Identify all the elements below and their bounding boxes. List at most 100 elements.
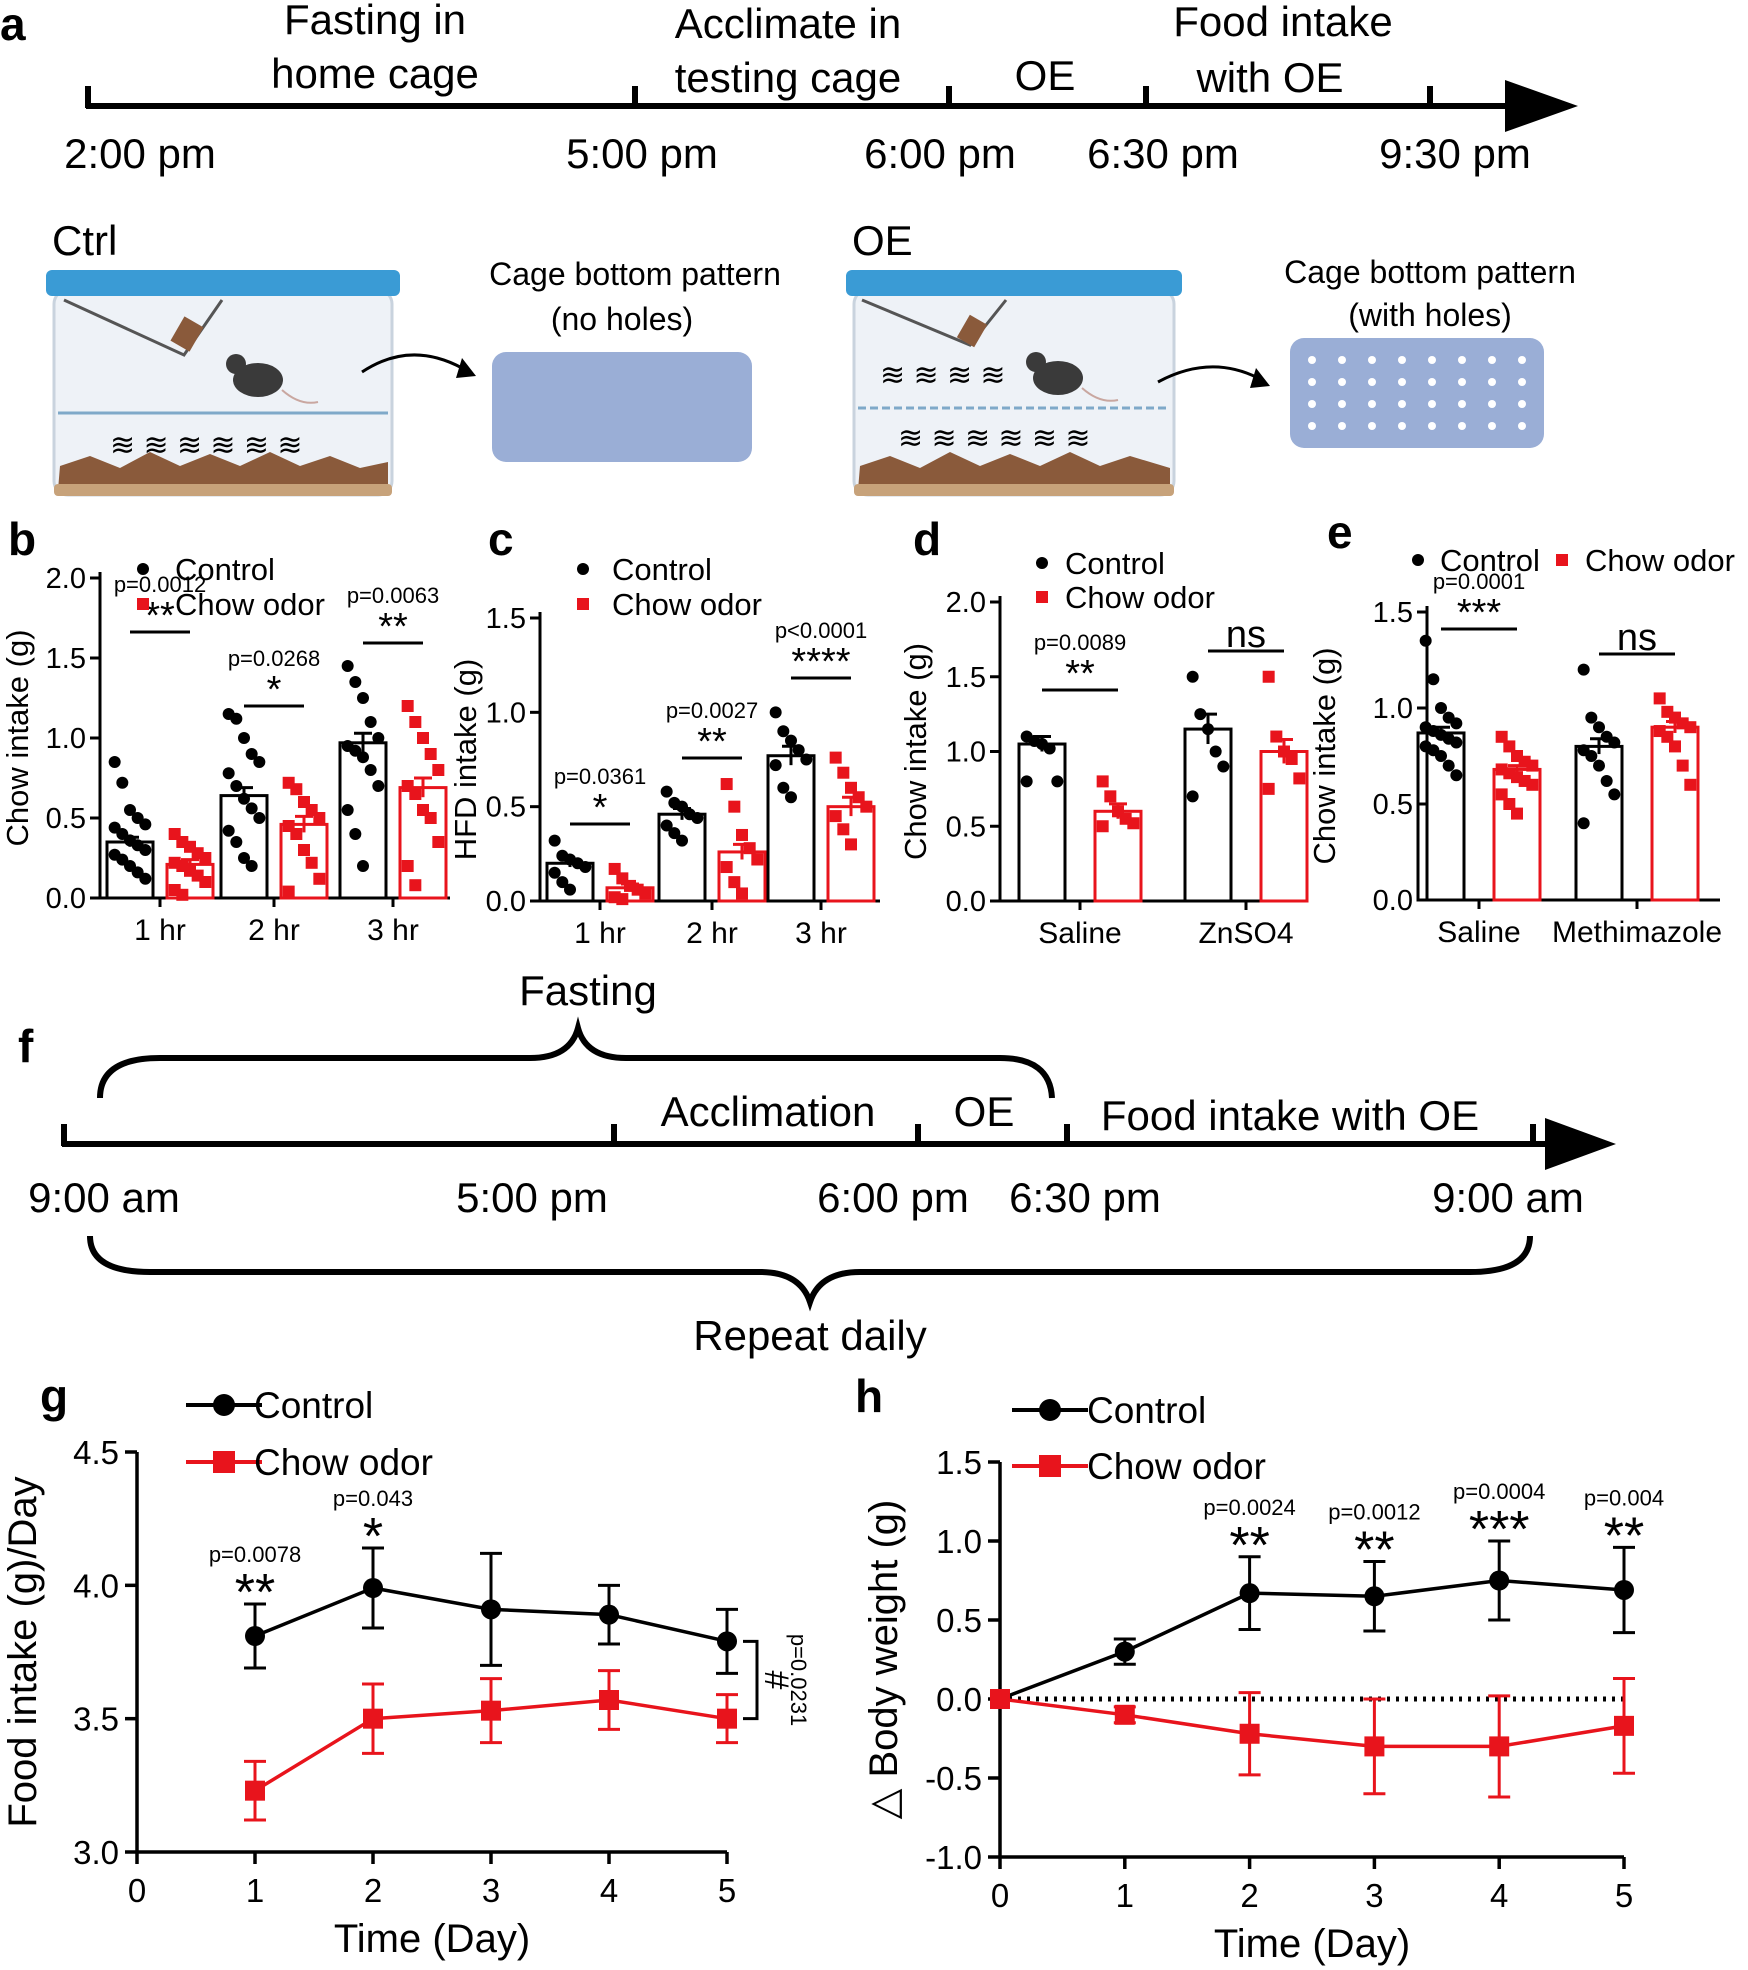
data-point [1526, 759, 1539, 772]
sig-stars: ** [697, 721, 727, 763]
data-point [668, 827, 681, 840]
sig-stars: * [593, 787, 608, 829]
legend-marker [1039, 1399, 1061, 1421]
x-tick-label: 5 [718, 1872, 736, 1909]
data-point [245, 1780, 265, 1801]
panel-letter: g [40, 1370, 68, 1422]
pattern-hole [1488, 356, 1496, 364]
pattern-hole [1368, 422, 1376, 430]
pattern-ctrl-line2: (no holes) [551, 301, 693, 337]
data-point [792, 744, 805, 757]
oe-bedding-icon [858, 452, 1170, 490]
pattern-hole [1398, 356, 1406, 364]
chart-d: d 0.0 0.5 1.0 1.5 2.0 Chow intake (g) Saline ZnS… [898, 513, 1309, 950]
pattern-oe-line2: (with holes) [1348, 297, 1512, 333]
oe-food-pellet-icon [956, 314, 988, 348]
p-value: p=0.0361 [554, 764, 646, 789]
data-point [139, 872, 152, 885]
sig-stars: * [363, 1508, 383, 1566]
pattern-hole [1338, 400, 1346, 408]
data-point [1270, 730, 1283, 743]
panel-letter: c [488, 513, 514, 565]
data-point [253, 756, 266, 768]
chart-g: g 3.0 3.5 4.0 4.5 0 1 2 3 4 5 Time (Day) Food intake… [1, 1370, 811, 1961]
y-tick-label: 0.5 [946, 811, 986, 843]
pattern-hole [1458, 400, 1466, 408]
x-tick-label: ZnSO4 [1198, 917, 1293, 950]
data-point [1114, 1704, 1135, 1725]
phase-fasting-line2: home cage [271, 50, 479, 97]
y-tick-label: 1.0 [486, 697, 526, 729]
pattern-hole [1428, 400, 1436, 408]
data-point [199, 876, 212, 888]
data-point [409, 716, 422, 728]
pattern-with-holes [1290, 338, 1544, 448]
data-point [245, 802, 258, 815]
y-tick-label: 1.0 [1373, 693, 1413, 725]
y-tick-label: 1.0 [46, 723, 86, 755]
data-point [676, 800, 688, 813]
data-point [769, 759, 782, 772]
data-point [1096, 820, 1109, 833]
y-tick-label: 0.0 [46, 883, 86, 915]
data-point [1194, 708, 1207, 721]
pattern-hole [1428, 378, 1436, 386]
data-point [298, 844, 310, 856]
data-point [357, 751, 369, 764]
data-point [660, 819, 673, 832]
data-point [837, 766, 850, 779]
sig-stars: ns [1617, 617, 1657, 659]
data-point [1364, 1586, 1385, 1607]
data-point [282, 885, 295, 898]
pattern-hole [1428, 422, 1436, 430]
mouse-head-icon [226, 354, 246, 374]
data-point [357, 860, 369, 872]
data-point [290, 828, 303, 840]
bar [766, 754, 816, 903]
oe-food-hopper-icon [861, 298, 1008, 347]
pattern-hole [1338, 356, 1346, 364]
data-point [736, 887, 748, 900]
data-point [743, 842, 756, 855]
pattern-holes [1308, 356, 1526, 430]
food-hopper-icon [63, 298, 224, 357]
oe-odor-upper-icon: ≋ ≋ ≋ ≋ [880, 359, 1006, 392]
data-point [1096, 775, 1109, 788]
p-value: p=0.0027 [666, 698, 758, 723]
data-point [1202, 723, 1214, 736]
data-point [990, 1689, 1010, 1709]
chart-e: e 0.0 0.5 1.0 1.5 Chow intake (g) Saline Methim… [1307, 506, 1735, 949]
cage-oe-lid [846, 270, 1182, 296]
pattern-hole [1488, 422, 1496, 430]
time-a-1: 5:00 pm [566, 130, 718, 177]
time-f-2: 6:00 pm [817, 1174, 969, 1221]
y-tick-label: 1.0 [946, 737, 986, 769]
pattern-hole [1368, 378, 1376, 386]
data-point [1495, 788, 1508, 801]
x-tick-label: 1 [1116, 1877, 1134, 1914]
pattern-hole [1428, 356, 1436, 364]
data-point [364, 716, 377, 728]
y-tick-label: 4.5 [73, 1434, 119, 1471]
data-point [728, 876, 741, 889]
legend-label: Control [1065, 546, 1165, 581]
phase-acclimate-line2: testing cage [675, 54, 902, 101]
sig-stars: ** [1065, 653, 1095, 695]
f-phase-oe: OE [954, 1088, 1015, 1135]
data-point [1614, 1579, 1634, 1600]
data-point [829, 751, 842, 764]
data-point [751, 853, 764, 866]
legend-label: Control [1440, 543, 1540, 578]
data-point [1285, 752, 1298, 765]
x-tick-label: 0 [128, 1872, 146, 1909]
chart-b: b 0.0 0.5 1.0 1.5 2.0 Chow intake (g) 1 hr 2 hr 3… [0, 513, 450, 947]
data-point [1684, 778, 1697, 791]
phase-food-line2: with OE [1195, 54, 1343, 101]
y-tick-label: -1.0 [925, 1839, 982, 1876]
data-point [599, 1690, 619, 1710]
data-point [1511, 807, 1523, 820]
legend-marker [1036, 591, 1048, 603]
data-point [417, 732, 429, 744]
